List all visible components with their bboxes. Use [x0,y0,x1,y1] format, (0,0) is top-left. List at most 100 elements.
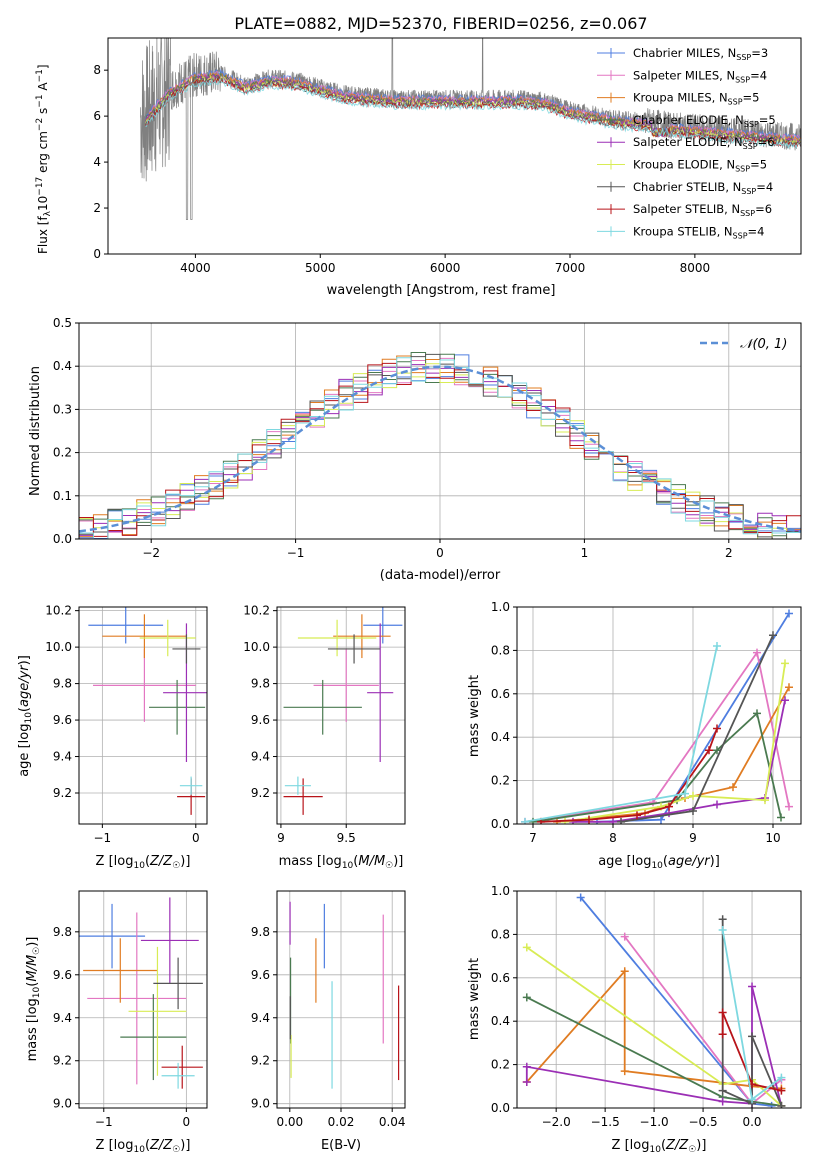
weight-marker [617,817,625,824]
weight-vs-Z-ylabel: mass weight [467,958,482,1040]
y-tick-label: 9.4 [251,1011,270,1025]
errorbar-point [153,957,203,1010]
weight-marker [718,1086,727,1095]
y-tick-label: 10.2 [45,604,72,618]
weight-marker [781,696,789,705]
legend-count: =6 [755,202,772,216]
x-tick-label: 0.02 [328,1115,355,1129]
y-tick-label: 9.8 [251,677,270,691]
legend-count: =4 [750,68,767,82]
weight-marker [753,648,761,657]
weight-marker [609,817,617,824]
legend-label: Chabrier MILES, NSSP=3 [633,46,768,62]
weight-vs-age-ylabel: mass weight [467,675,482,757]
y-tick-label: 10.0 [45,640,72,654]
histogram-series [79,363,801,539]
y-tick-label: 0.8 [491,927,510,941]
y-tick-label: 6 [93,109,101,123]
legend-count: =5 [759,113,776,127]
weight-marker [657,815,665,824]
residual-ylabel: Normed distribution [28,366,43,496]
errorbar-point [128,946,187,1076]
errorbar-point [172,634,201,664]
errorbar-point [87,912,187,1085]
y-tick-label: 9.2 [53,1054,72,1068]
x-tick-label: 7 [529,831,537,845]
x-tick-label: 1 [581,546,589,560]
legend-count: =5 [750,158,767,172]
errorbar-point [363,607,403,644]
x-tick-label: 0.00 [276,1115,303,1129]
errorbar-point [79,903,146,969]
weight-marker [781,659,789,668]
weight-vs-age-lines [521,609,793,824]
weight-marker [748,1032,757,1041]
x-tick-label: −1 [94,831,112,845]
weight-marker [718,915,727,924]
weight-marker [729,783,737,792]
errorbar-point [313,648,379,722]
legend-subscript: SSP [735,165,750,174]
legend-subscript: SSP [740,209,755,218]
x-tick-label: −1.5 [591,1115,620,1129]
weight-marker [761,796,769,805]
y-tick-label: 2 [93,201,101,215]
errorbar-point [297,619,377,657]
weight-marker [713,746,721,755]
weight-marker [522,1062,531,1071]
weight-marker [777,1073,786,1082]
x-tick-label: 0 [183,1115,191,1129]
weight-marker [769,631,777,640]
weight-marker [785,802,793,811]
weight-marker [633,811,641,820]
legend-subscript: SSP [743,142,758,151]
spectrum-ylabel: Flux [fλ10−17 erg cm−2 s−1 A−1] [35,64,53,254]
weight-marker [748,1095,757,1104]
weight-line [526,946,782,1107]
legend-label: Salpeter MILES, NSSP=4 [633,68,767,84]
y-tick-label: 0.1 [53,489,72,503]
legend-label: Chabrier ELODIE, NSSP=5 [633,113,776,129]
weight-marker [689,806,697,815]
legend-subscript: SSP [728,98,743,107]
y-tick-label: 0.6 [491,687,510,701]
y-tick-label: 9.4 [53,750,72,764]
y-tick-label: 9.6 [251,968,270,982]
y-tick-label: 1.0 [491,884,510,898]
y-tick-label: 9.8 [53,925,72,939]
y-tick-label: 0 [93,247,101,261]
mass-vs-Z-errorbars [79,897,203,1089]
y-tick-label: 0.5 [53,316,72,330]
x-tick-label: −2 [142,546,160,560]
errorbar-point [367,623,394,762]
mass-vs-Z-ylabel: mass [log10(M/M☉)] [25,937,42,1062]
legend-label: Kroupa ELODIE, NSSP=5 [633,158,767,174]
age-vs-Z-errorbars [88,607,207,815]
figure-title: PLATE=0882, MJD=52370, FIBERID=0256, z=0… [234,14,647,33]
weight-marker [718,926,727,935]
errorbar-point [284,776,311,795]
errorbar-point [83,938,158,1003]
gaussian-legend-label: 𝒩(0, 1) [740,337,787,352]
y-tick-label: 9.0 [53,1097,72,1111]
residual-legend: 𝒩(0, 1) [700,337,787,352]
legend-count: =3 [751,46,768,60]
y-tick-label: 0.6 [491,971,510,985]
mass-vs-Z-xlabel: Z [log10(Z/Z☉)] [96,1138,191,1155]
mass-vs-ebv-panel: 0.00 0.02 0.04 9.0 9.2 9.4 9.6 9.8 E(B-V) [251,890,406,1153]
weight-marker [620,967,629,976]
weight-vs-age-xlabel: age [log10(age/yr)] [598,854,720,871]
age-vs-mass-xlabel: mass [log10(M/M☉)] [279,854,404,871]
x-tick-label: 0.04 [379,1115,406,1129]
x-tick-label: 0 [192,831,200,845]
weight-marker [620,932,629,941]
x-tick-label: 9 [277,831,285,845]
y-tick-label: 4 [93,155,101,169]
y-tick-label: 9.0 [251,1097,270,1111]
x-tick-label: 10 [765,831,780,845]
weight-marker [689,791,697,800]
mass-vs-ebv-xlabel: E(B-V) [321,1138,361,1153]
legend-subscript: SSP [744,120,759,129]
y-tick-label: 9.2 [251,786,270,800]
weight-marker [705,746,713,755]
